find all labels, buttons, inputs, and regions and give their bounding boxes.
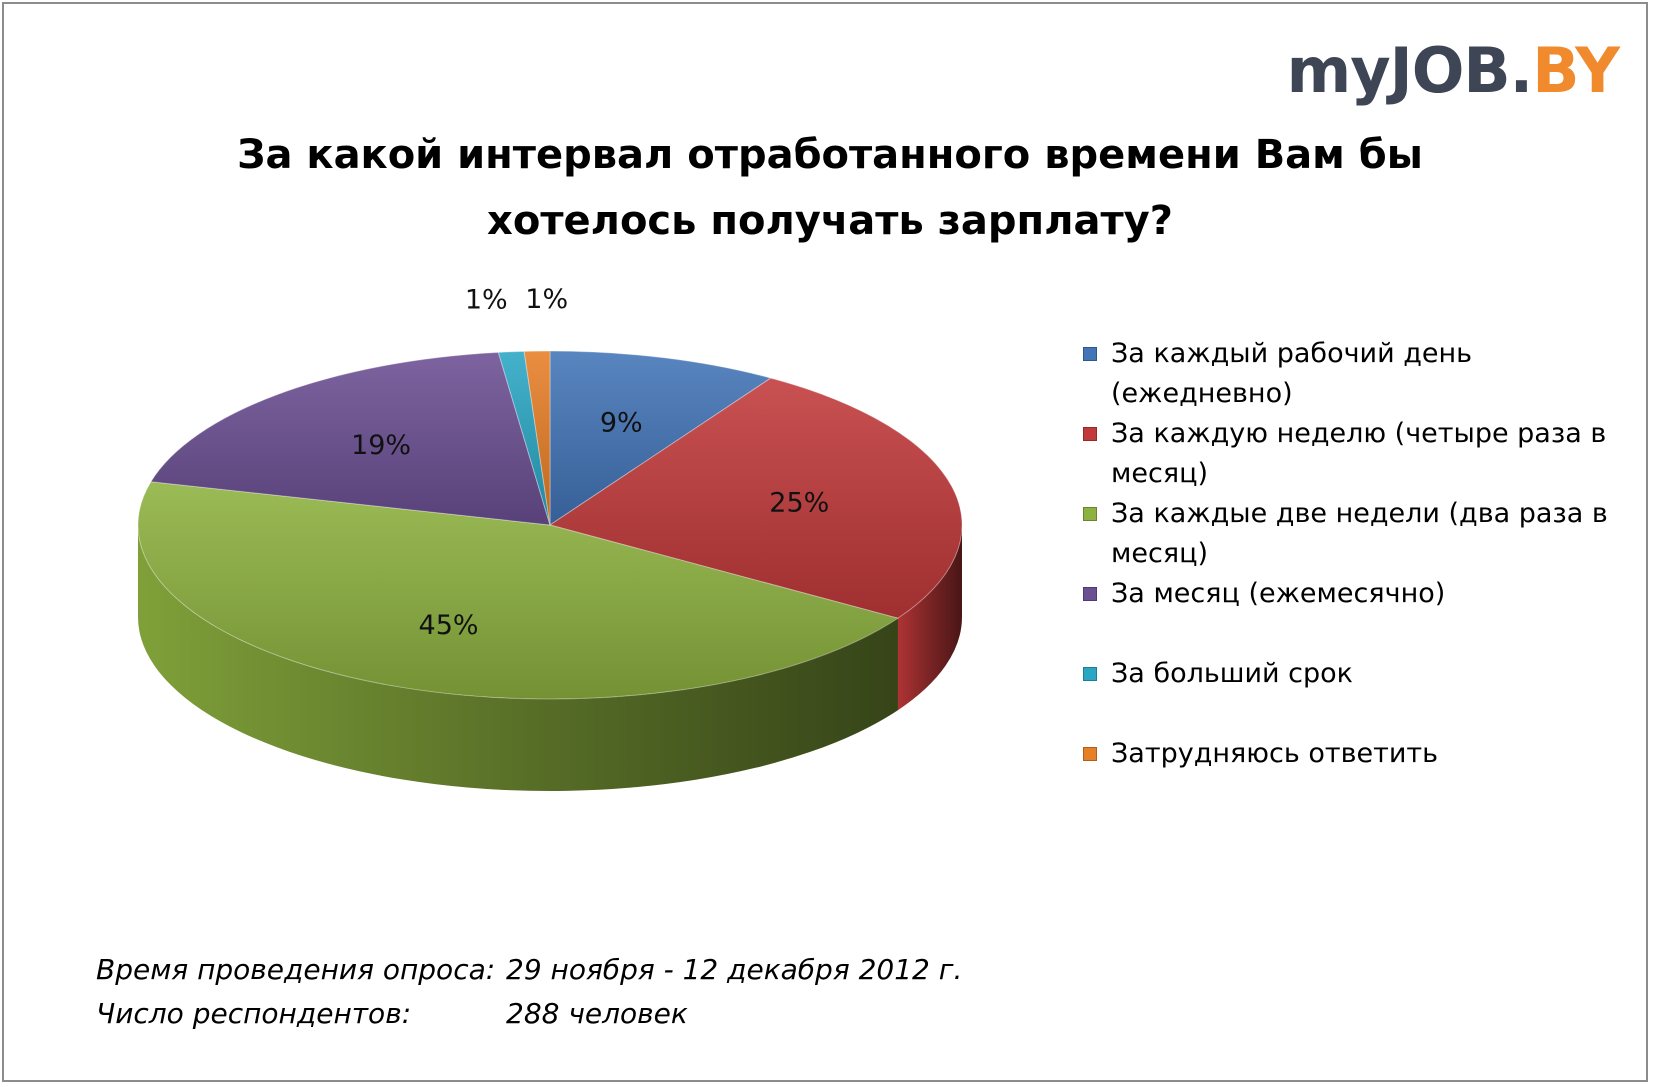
respondents-label: Число респондентов:	[96, 997, 412, 1030]
legend-swatch	[1083, 747, 1097, 761]
legend-swatch	[1083, 667, 1097, 681]
legend-swatch	[1083, 347, 1097, 361]
pie-side-1	[897, 525, 962, 711]
legend-item: За больший срок	[1083, 654, 1623, 694]
legend-label: За каждую неделю (четыре раза в месяц)	[1111, 418, 1607, 489]
legend-item: За месяц (ежемесячно)	[1083, 574, 1623, 614]
legend-swatch	[1083, 587, 1097, 601]
legend-item: За каждую неделю (четыре раза в месяц)	[1083, 414, 1623, 494]
pie-slice-3	[150, 351, 551, 526]
pie-slice-0	[549, 350, 772, 526]
data-label-3: 19%	[351, 430, 411, 461]
data-label-4: 1%	[465, 285, 508, 316]
legend-label: За месяц (ежемесячно)	[1111, 578, 1446, 609]
survey-period-value: 29 ноября - 12 декабря 2012 г.	[506, 953, 963, 986]
pie-slice-1	[548, 377, 963, 619]
legend-label: Затрудняюсь ответить	[1111, 738, 1439, 769]
respondents-value: 288 человек	[506, 997, 688, 1030]
pie-slice-2	[137, 481, 900, 700]
survey-period-label: Время проведения опроса:	[96, 953, 496, 986]
data-label-2: 45%	[419, 610, 479, 641]
chart-title: За какой интервал отработанного времени …	[237, 132, 1423, 244]
logo-text-main: myJOB.	[1286, 34, 1534, 107]
data-label-1: 25%	[769, 487, 829, 518]
legend-item: За каждые две недели (два раза в месяц)	[1083, 494, 1623, 574]
legend-label: За больший срок	[1111, 658, 1353, 689]
data-label-0: 9%	[600, 407, 643, 438]
legend-label: За каждый рабочий день (ежедневно)	[1111, 338, 1473, 409]
data-label-5: 1%	[525, 284, 568, 315]
legend-swatch	[1083, 507, 1097, 521]
pie-slice-4	[497, 350, 551, 526]
pie-side-2	[138, 525, 898, 791]
logo-text-accent: BY	[1532, 34, 1620, 107]
logo: myJOB.BY	[1286, 34, 1620, 107]
legend-label: За каждые две недели (два раза в месяц)	[1111, 498, 1608, 569]
pie-slice-5	[523, 350, 551, 526]
legend-item: Затрудняюсь ответить	[1083, 734, 1623, 774]
legend-item: За каждый рабочий день (ежедневно)	[1083, 334, 1623, 414]
legend-swatch	[1083, 427, 1097, 441]
